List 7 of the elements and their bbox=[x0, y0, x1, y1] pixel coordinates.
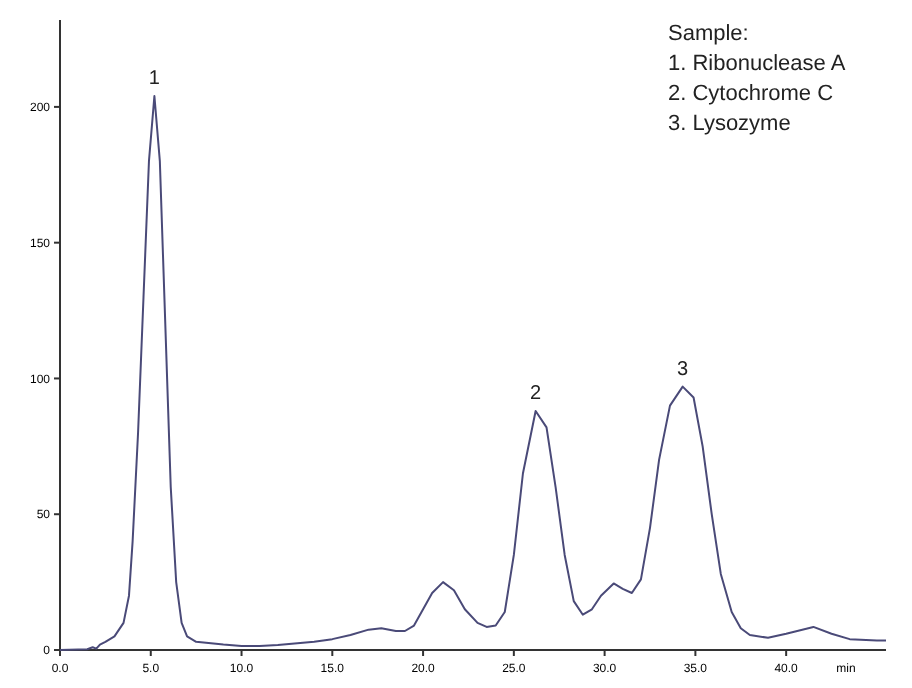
annotation: 2 bbox=[530, 383, 543, 406]
annotation: 1. Ribonuclease A bbox=[668, 52, 847, 76]
annotation: 3. Lysozyme bbox=[668, 112, 791, 136]
annotation: 1 bbox=[148, 68, 161, 91]
annotation: 3 bbox=[677, 358, 690, 381]
annotation: 2. Cytochrome C bbox=[668, 82, 834, 106]
annotation: Sample: bbox=[668, 22, 749, 46]
